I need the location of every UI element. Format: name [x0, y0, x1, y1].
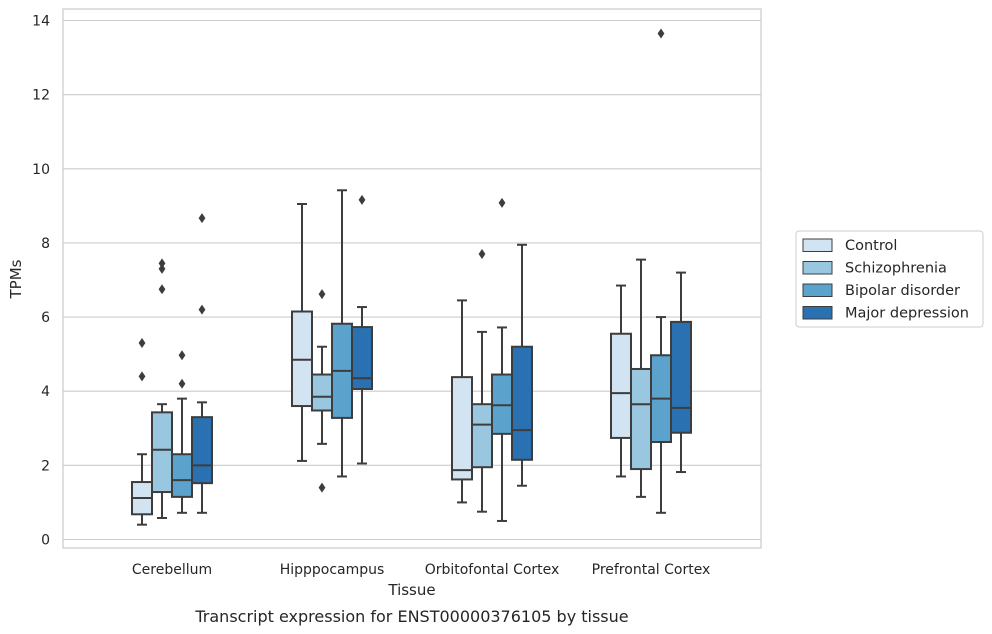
legend-label: Major depression [845, 306, 969, 322]
outlier-point [158, 284, 166, 295]
outlier-point [158, 258, 166, 269]
outlier-point [318, 289, 326, 300]
outlier-point [138, 371, 146, 382]
y-tick-label: 14 [32, 14, 50, 30]
box-1-2 [331, 189, 353, 478]
x-tick-label: Cerebellum [132, 562, 212, 578]
box-iqr [311, 373, 333, 412]
box-0-1 [151, 258, 173, 519]
y-tick-label: 0 [41, 533, 50, 549]
y-tick-label: 2 [41, 458, 50, 474]
x-tick-label: Hipppocampus [280, 562, 385, 578]
chart-caption: Transcript expression for ENST0000037610… [194, 607, 628, 626]
box-iqr [610, 332, 632, 439]
box-iqr [511, 345, 533, 461]
box-iqr [351, 326, 373, 390]
y-tick-label: 12 [32, 88, 50, 104]
outlier-point [498, 197, 506, 208]
box-iqr [471, 403, 493, 469]
box-3-2 [650, 28, 672, 514]
x-tick-labels: Cerebellum Hipppocampus Orbitofontal Corte… [132, 562, 710, 578]
box-1-3 [351, 194, 373, 465]
box-iqr [630, 367, 652, 471]
box-2-2 [491, 197, 513, 522]
box-2-1 [471, 249, 493, 513]
legend-label: Bipolar disorder [845, 283, 960, 299]
x-axis-label: Tissue [387, 581, 435, 599]
box-iqr [191, 416, 213, 485]
legend-swatch [802, 261, 833, 275]
outlier-point [478, 249, 486, 260]
box-iqr [491, 373, 513, 435]
x-tick-label: Orbitofontal Cortex [425, 562, 560, 578]
legend-frame [795, 230, 984, 328]
y-axis-label: TPMs [7, 259, 25, 299]
box-iqr [670, 320, 692, 434]
box-iqr [151, 411, 173, 494]
legend-label: Control [845, 238, 897, 254]
legend-swatch [802, 306, 833, 320]
plot-frame [62, 8, 762, 549]
box-0-0 [131, 338, 153, 526]
box-2-3 [511, 243, 533, 487]
outlier-point [318, 482, 326, 493]
y-tick-labels: 0 2 4 6 8 10 12 14 [32, 14, 50, 549]
y-tick-label: 8 [41, 236, 50, 252]
outlier-point [657, 28, 665, 39]
box-1-0 [291, 203, 313, 462]
legend-swatch [802, 283, 833, 297]
outlier-point [198, 213, 206, 224]
box-0-3 [191, 213, 213, 514]
box-iqr [171, 453, 193, 498]
outlier-point [358, 194, 366, 205]
outlier-point [198, 304, 206, 315]
outlier-point [138, 338, 146, 349]
box-3-1 [630, 258, 652, 498]
legend-swatch [802, 238, 833, 252]
outlier-point [158, 263, 166, 274]
legend: Control Schizophrenia Bipolar disorder Majo… [795, 230, 984, 328]
box-groups [131, 28, 692, 526]
x-tick-label: Prefrontal Cortex [592, 562, 711, 578]
y-tick-label: 4 [41, 384, 50, 400]
outlier-point [178, 378, 186, 389]
y-tick-label: 10 [32, 162, 50, 178]
y-tick-label: 6 [41, 310, 50, 326]
legend-label: Schizophrenia [845, 261, 947, 277]
box-1-1 [311, 289, 333, 493]
outlier-point [178, 350, 186, 361]
box-3-3 [670, 271, 692, 474]
box-iqr [451, 376, 473, 481]
